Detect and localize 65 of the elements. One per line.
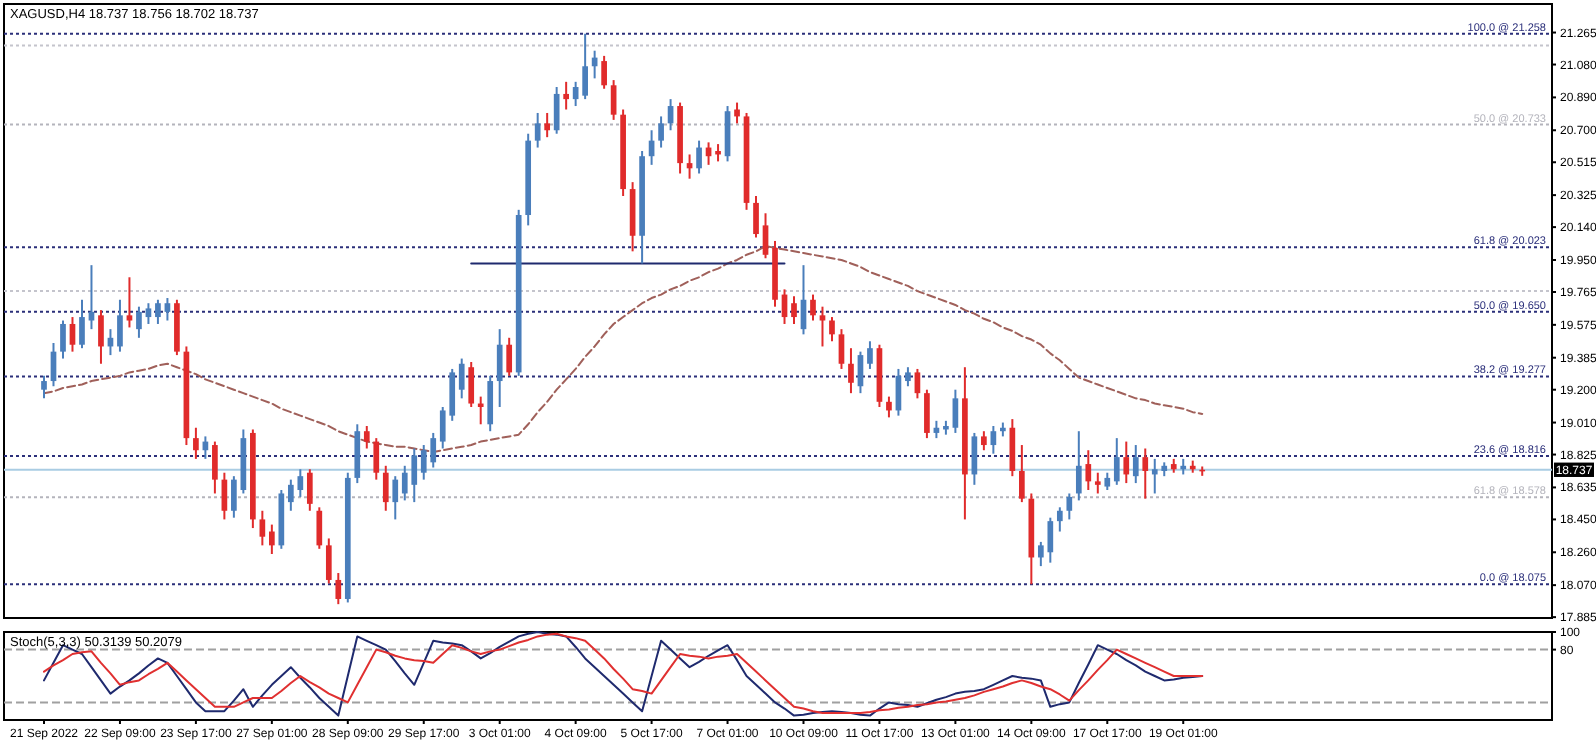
candlestick bbox=[1113, 437, 1120, 486]
candlestick bbox=[1142, 447, 1149, 500]
candlestick bbox=[354, 423, 361, 485]
candlestick bbox=[610, 79, 617, 121]
candlestick bbox=[753, 194, 759, 239]
candlestick bbox=[848, 347, 854, 395]
candlestick bbox=[468, 361, 475, 408]
candlestick bbox=[867, 340, 873, 370]
candlestick bbox=[193, 426, 199, 460]
candlestick bbox=[98, 309, 104, 365]
candlestick bbox=[458, 357, 465, 400]
candlestick bbox=[544, 111, 551, 139]
candlestick bbox=[762, 212, 769, 260]
candlestick bbox=[60, 319, 66, 360]
candlestick bbox=[553, 86, 560, 135]
candlestick bbox=[79, 298, 85, 350]
candlestick bbox=[164, 297, 171, 322]
candlestick bbox=[829, 316, 835, 343]
candlestick bbox=[117, 298, 123, 353]
candlestick bbox=[905, 366, 911, 388]
candlestick bbox=[231, 475, 237, 519]
candlestick bbox=[1085, 449, 1092, 492]
candlestick bbox=[316, 506, 323, 550]
candlestick bbox=[477, 395, 484, 426]
candlestick bbox=[155, 298, 161, 325]
candlestick bbox=[696, 139, 702, 175]
candlestick bbox=[924, 388, 930, 440]
candlestick bbox=[582, 32, 588, 101]
candlestick bbox=[886, 395, 892, 419]
candlestick bbox=[335, 572, 342, 606]
candlestick bbox=[145, 302, 152, 325]
candlestick bbox=[791, 295, 797, 325]
candlestick bbox=[1075, 430, 1082, 502]
candlestick bbox=[534, 111, 541, 149]
candlestick bbox=[810, 293, 816, 322]
candlestick bbox=[1066, 492, 1073, 521]
candlestick bbox=[838, 328, 845, 370]
candlestick bbox=[126, 276, 133, 329]
candlestick bbox=[487, 374, 494, 433]
candlestick bbox=[1019, 444, 1025, 504]
candlestick bbox=[259, 509, 266, 547]
candlestick bbox=[1056, 506, 1063, 533]
candlestick bbox=[1132, 444, 1139, 485]
candlestick bbox=[88, 264, 95, 331]
candlestick bbox=[269, 523, 275, 556]
candlestick bbox=[1123, 440, 1130, 485]
candlestick bbox=[496, 328, 503, 408]
candlestick bbox=[212, 440, 218, 495]
candlestick bbox=[734, 101, 740, 125]
candlestick bbox=[306, 468, 313, 512]
candlestick bbox=[136, 305, 142, 339]
candlestick bbox=[325, 537, 332, 585]
candlestick bbox=[981, 430, 987, 452]
candlestick bbox=[601, 54, 607, 90]
candlestick bbox=[392, 475, 399, 521]
candlestick bbox=[363, 425, 370, 450]
candlestick bbox=[41, 374, 47, 400]
candlestick bbox=[658, 115, 664, 149]
candlestick bbox=[382, 464, 389, 512]
candlestick bbox=[819, 305, 826, 348]
candlestick bbox=[373, 437, 380, 481]
candlestick bbox=[1094, 471, 1101, 495]
candlestick bbox=[563, 80, 569, 111]
candlestick bbox=[506, 336, 513, 377]
candlestick bbox=[952, 388, 959, 434]
